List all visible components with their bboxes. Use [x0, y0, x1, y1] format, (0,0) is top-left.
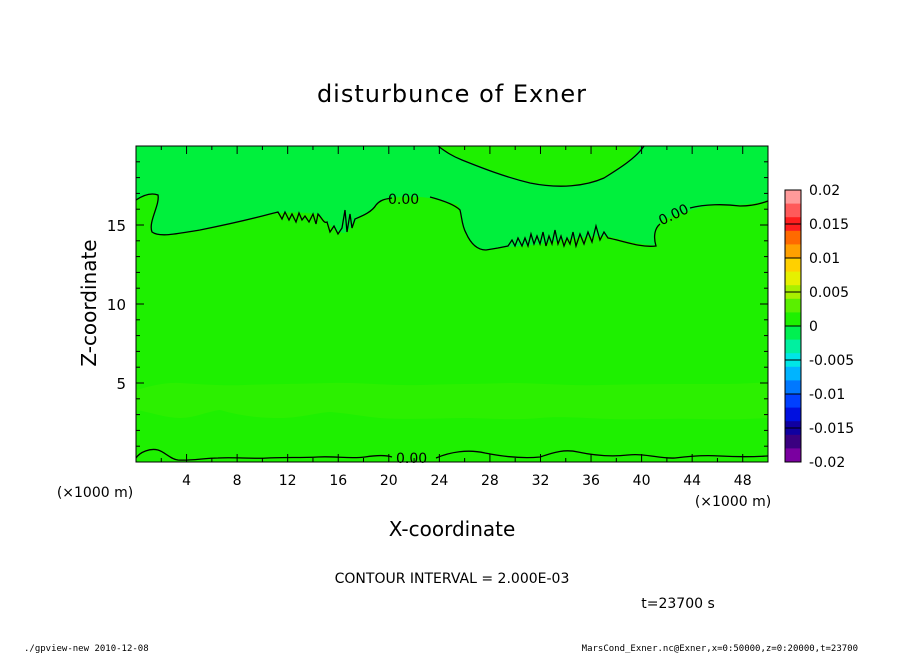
contour-upper-left [135, 193, 393, 236]
colorbar-swatch [785, 407, 801, 422]
x-axis: 4 8 12 16 20 24 28 32 36 40 44 48 [160, 146, 752, 489]
chart-title: disturbunce of Exner [317, 80, 587, 108]
colorbar: 0.02 0.015 0.01 0.005 0 -0.005 -0.01 -0.015 -0.0… [784, 183, 854, 471]
colorbar-swatch [785, 312, 801, 327]
footer-right: MarsCond_Exner.nc@Exner,x=0:50000,z=0:20… [582, 644, 858, 654]
contour-interval-text: CONTOUR INTERVAL = 2.000E-03 [335, 571, 570, 587]
x-tick-label: 32 [532, 473, 550, 489]
colorbar-swatch [785, 394, 801, 409]
colorbar-swatch [785, 298, 801, 313]
colorbar-swatch [785, 190, 801, 205]
colorbar-label: 0.02 [809, 183, 840, 199]
colorbar-swatch [785, 434, 801, 449]
contour-label-bottom: 0.00 [396, 451, 427, 467]
x-tick-label: 48 [734, 473, 752, 489]
contour-label-upper: 0.00 [388, 192, 419, 208]
colorbar-label: 0 [809, 319, 818, 335]
colorbar-label: 0.01 [809, 251, 840, 267]
x-tick-label: 24 [430, 473, 448, 489]
x-tick-label: 36 [582, 473, 600, 489]
x-tick-label: 44 [683, 473, 701, 489]
colorbar-swatch [785, 366, 801, 381]
colorbar-swatch [785, 258, 801, 273]
x-tick-label: 4 [182, 473, 191, 489]
upper-region [136, 146, 768, 250]
x-tick-label: 16 [329, 473, 347, 489]
colorbar-swatch [785, 230, 801, 245]
x-tick-label: 8 [233, 473, 242, 489]
footer-left: ./gpview-new 2010-12-08 [24, 644, 149, 654]
colorbar-swatch [785, 339, 801, 354]
y-tick-label: 10 [107, 296, 126, 314]
x-tick-label: 40 [633, 473, 651, 489]
contour-lines [135, 145, 769, 461]
colorbar-label: -0.015 [809, 421, 854, 437]
colorbar-label: -0.01 [809, 387, 845, 403]
colorbar-swatch [785, 203, 801, 218]
time-text: t=23700 s [641, 596, 715, 612]
x-tick-label: 28 [481, 473, 499, 489]
colorbar-label: 0.005 [809, 285, 849, 301]
x-unit-label: (×1000 m) [695, 494, 771, 510]
colorbar-label: -0.005 [809, 353, 854, 369]
y-tick-label: 5 [116, 375, 126, 393]
field-band [136, 382, 768, 420]
y-unit-label: (×1000 m) [57, 485, 133, 501]
x-tick-label: 12 [279, 473, 297, 489]
colorbar-swatch [785, 271, 801, 286]
contour-bottom-right [435, 450, 769, 459]
colorbar-swatch [785, 244, 801, 259]
plot-area: 0.00 0.00 0.00 [135, 145, 769, 467]
contour-bottom-left [135, 448, 393, 461]
y-tick-label: 15 [107, 217, 126, 235]
x-tick-label: 20 [380, 473, 398, 489]
colorbar-swatch [785, 380, 801, 395]
contour-upper-right [429, 196, 661, 251]
colorbar-label: 0.015 [809, 217, 849, 233]
colorbar-label: -0.02 [809, 455, 845, 471]
y-axis: 5 10 15 [107, 161, 768, 447]
contour-top [437, 145, 645, 187]
colorbar-swatch [785, 448, 801, 463]
y-axis-title: Z-coordinate [77, 239, 101, 366]
colorbar-swatch [785, 326, 801, 341]
contour-upper-right-edge [689, 200, 769, 209]
x-axis-title: X-coordinate [389, 517, 516, 541]
